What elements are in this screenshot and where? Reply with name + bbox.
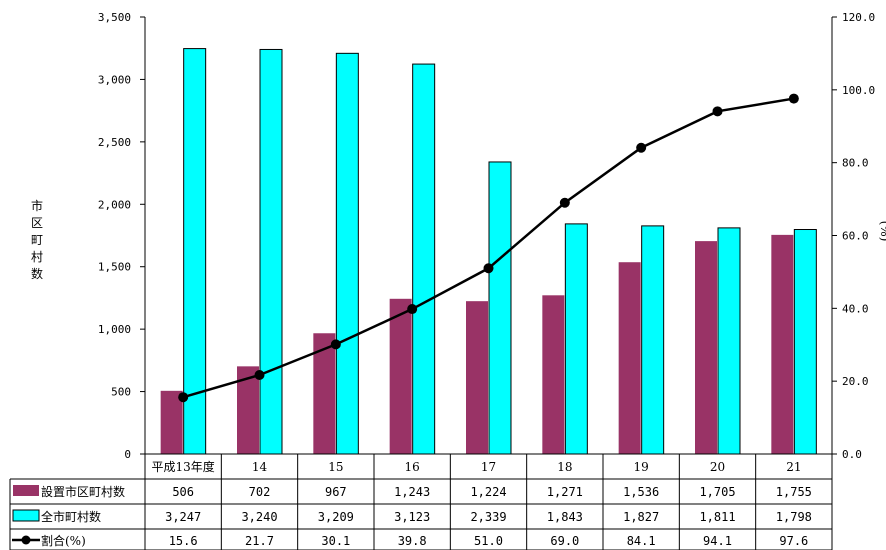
table-category: 14 — [252, 460, 268, 474]
table-cell: 3,123 — [394, 510, 430, 524]
legend-label-2: 全市町村数 — [41, 509, 101, 524]
y-axis-label-char: 区 — [31, 216, 43, 230]
ratio-point-7 — [636, 142, 647, 153]
bar-installed-1 — [160, 390, 183, 454]
table-cell: 1,705 — [699, 485, 735, 499]
table-cell: 506 — [172, 485, 194, 499]
right-tick-label: 80.0 — [842, 157, 869, 170]
right-tick-label: 120.0 — [842, 11, 875, 24]
bar-total-3 — [335, 52, 359, 455]
bar-total-5 — [488, 161, 512, 455]
table-cell: 1,755 — [776, 485, 812, 499]
table-cell: 1,827 — [623, 510, 659, 524]
table-cell: 702 — [249, 485, 271, 499]
table-cell: 84.1 — [627, 534, 656, 548]
table-cell: 15.6 — [169, 534, 198, 548]
table-cell: 3,240 — [241, 510, 277, 524]
left-tick-label: 2,000 — [98, 198, 131, 211]
table-category: 15 — [328, 460, 343, 474]
y2-axis-label: (%) — [878, 221, 886, 242]
ratio-point-2 — [254, 369, 265, 380]
ratio-point-9 — [788, 93, 799, 104]
table-cell: 3,209 — [318, 510, 354, 524]
ratio-point-6 — [559, 197, 570, 208]
left-tick-label: 3,500 — [98, 11, 131, 24]
table-cell: 2,339 — [470, 510, 506, 524]
bar-installed-3 — [313, 333, 336, 454]
y-axis-label: 市区町村数 — [31, 198, 43, 281]
table-cell: 3,247 — [165, 510, 201, 524]
legend-label-1: 設置市区町村数 — [41, 484, 125, 499]
axes: 0 500 1,000 1,500 2,000 2,500 3,000 3,500 0.0 20.… — [31, 11, 886, 461]
y-axis-label-char: 村 — [31, 250, 43, 264]
legend-marker — [21, 535, 31, 545]
table-cell: 94.1 — [703, 534, 732, 548]
table-category: 21 — [786, 460, 801, 474]
ratio-point-3 — [330, 339, 341, 350]
left-tick-label: 2,500 — [98, 136, 131, 149]
table-cell: 1,243 — [394, 485, 430, 499]
table-cell: 39.8 — [398, 534, 427, 548]
bar-total-9 — [793, 229, 817, 455]
ratio-point-5 — [483, 263, 494, 274]
right-tick-label: 60.0 — [842, 230, 869, 243]
bar-total-4 — [412, 63, 436, 455]
bar-installed-5 — [466, 301, 488, 454]
ratio-point-8 — [712, 106, 723, 117]
legend-label-3: 割合(%) — [41, 533, 86, 548]
y-axis-label-char: 市 — [31, 198, 43, 213]
bar-installed-2 — [237, 366, 259, 454]
plot-area — [160, 48, 817, 455]
ratio-point-1 — [178, 392, 189, 403]
bar-installed-8 — [695, 241, 717, 454]
left-tick-label: 0 — [124, 448, 131, 461]
bar-installed-9 — [771, 234, 794, 454]
table-cell: 69.0 — [550, 534, 579, 548]
left-tick-label: 500 — [111, 386, 131, 399]
table-category: 20 — [710, 460, 725, 474]
right-tick-label: 0.0 — [842, 448, 862, 461]
table-category: 19 — [634, 460, 649, 474]
table-cell: 1,224 — [470, 485, 506, 499]
left-tick-label: 3,000 — [98, 73, 131, 86]
ratio-point-4 — [407, 304, 418, 315]
table-cell: 97.6 — [779, 534, 808, 548]
legend-swatch-2 — [12, 509, 40, 522]
table-cell: 1,271 — [547, 485, 583, 499]
data-table: 平成13年度 14 15 16 17 18 19 20 21 設置市区町村数 506 702 967 1,… — [9, 453, 833, 550]
table-cell: 1,843 — [547, 510, 583, 524]
y-axis-label-char: 数 — [31, 266, 43, 281]
table-category: 平成13年度 — [152, 459, 215, 474]
bar-installed-4 — [389, 298, 412, 454]
bar-installed-7 — [618, 262, 641, 454]
table-cell: 1,798 — [776, 510, 812, 524]
left-tick-label: 1,000 — [98, 323, 131, 336]
table-cell: 967 — [325, 485, 347, 499]
table-cell: 30.1 — [321, 534, 350, 548]
bar-total-8 — [717, 227, 741, 455]
legend-swatch-1 — [13, 485, 39, 496]
bar-installed-6 — [542, 295, 565, 454]
table-cell: 1,811 — [699, 510, 735, 524]
table-cell: 51.0 — [474, 534, 503, 548]
table-category: 17 — [481, 460, 496, 474]
table-cell: 21.7 — [245, 534, 274, 548]
table-cell: 1,536 — [623, 485, 659, 499]
table-category: 18 — [557, 460, 572, 474]
y-axis-label-char: 町 — [31, 233, 43, 247]
right-tick-label: 40.0 — [842, 302, 869, 315]
right-tick-label: 100.0 — [842, 84, 875, 97]
bar-total-2 — [259, 48, 283, 455]
left-tick-label: 1,500 — [98, 261, 131, 274]
bar-total-6 — [564, 223, 588, 455]
bar-total-7 — [641, 225, 665, 455]
right-tick-label: 20.0 — [842, 375, 869, 388]
table-category: 16 — [405, 460, 420, 474]
